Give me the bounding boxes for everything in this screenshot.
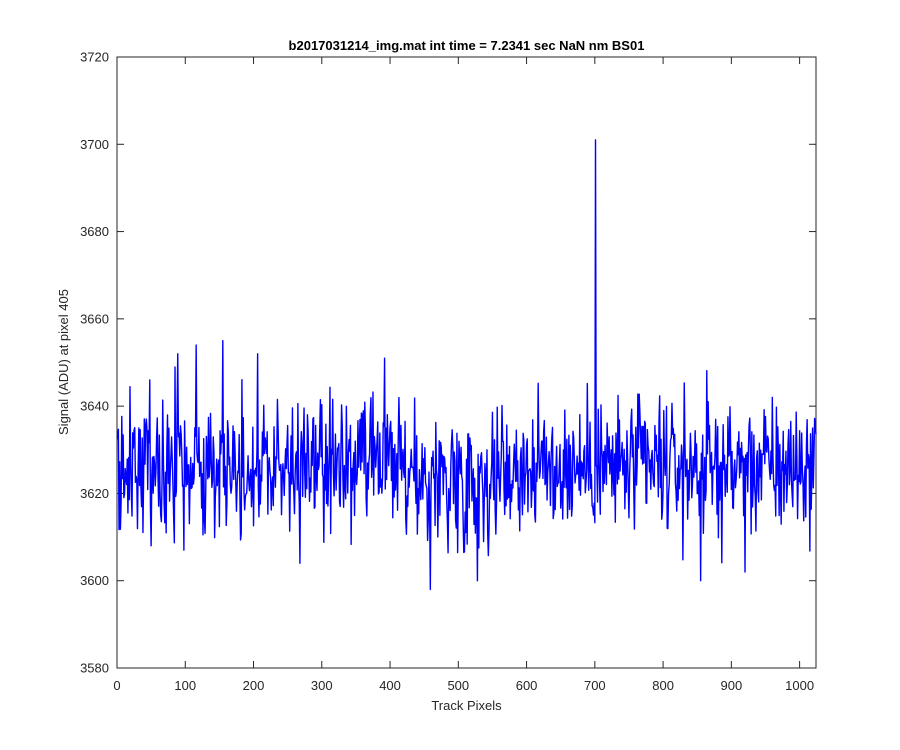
y-tick-label: 3680 bbox=[80, 224, 109, 239]
y-tick-label: 3640 bbox=[80, 399, 109, 414]
x-tick-label: 200 bbox=[243, 678, 265, 693]
y-tick-label: 3580 bbox=[80, 661, 109, 676]
x-tick-label: 1000 bbox=[785, 678, 814, 693]
y-tick-label: 3700 bbox=[80, 137, 109, 152]
x-tick-label: 400 bbox=[379, 678, 401, 693]
signal-series-line bbox=[116, 139, 817, 591]
x-tick-label: 600 bbox=[516, 678, 538, 693]
x-tick-label: 300 bbox=[311, 678, 333, 693]
x-tick-label: 0 bbox=[113, 678, 120, 693]
x-tick-label: 700 bbox=[584, 678, 606, 693]
y-tick-label: 3600 bbox=[80, 573, 109, 588]
x-tick-label: 100 bbox=[174, 678, 196, 693]
ticks-group: 0 100 200 300 400 500 600 700 800 900 1000 3580 3600… bbox=[80, 50, 816, 693]
axes-box bbox=[116, 56, 817, 669]
series-group bbox=[116, 139, 817, 591]
x-tick-label: 800 bbox=[652, 678, 674, 693]
y-axis-title: Signal (ADU) at pixel 405 bbox=[56, 289, 71, 435]
y-tick-label: 3720 bbox=[80, 50, 109, 65]
x-axis-title: Track Pixels bbox=[431, 698, 502, 713]
y-tick-label: 3620 bbox=[80, 486, 109, 501]
x-tick-label: 500 bbox=[447, 678, 469, 693]
x-tick-label: 900 bbox=[721, 678, 743, 693]
chart-title: b2017031214_img.mat int time = 7.2341 se… bbox=[289, 38, 645, 53]
y-tick-label: 3660 bbox=[80, 311, 109, 326]
